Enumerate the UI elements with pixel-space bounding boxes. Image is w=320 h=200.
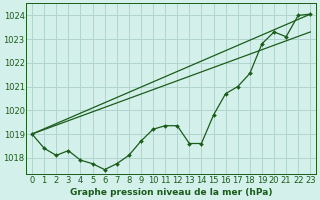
X-axis label: Graphe pression niveau de la mer (hPa): Graphe pression niveau de la mer (hPa) xyxy=(70,188,272,197)
